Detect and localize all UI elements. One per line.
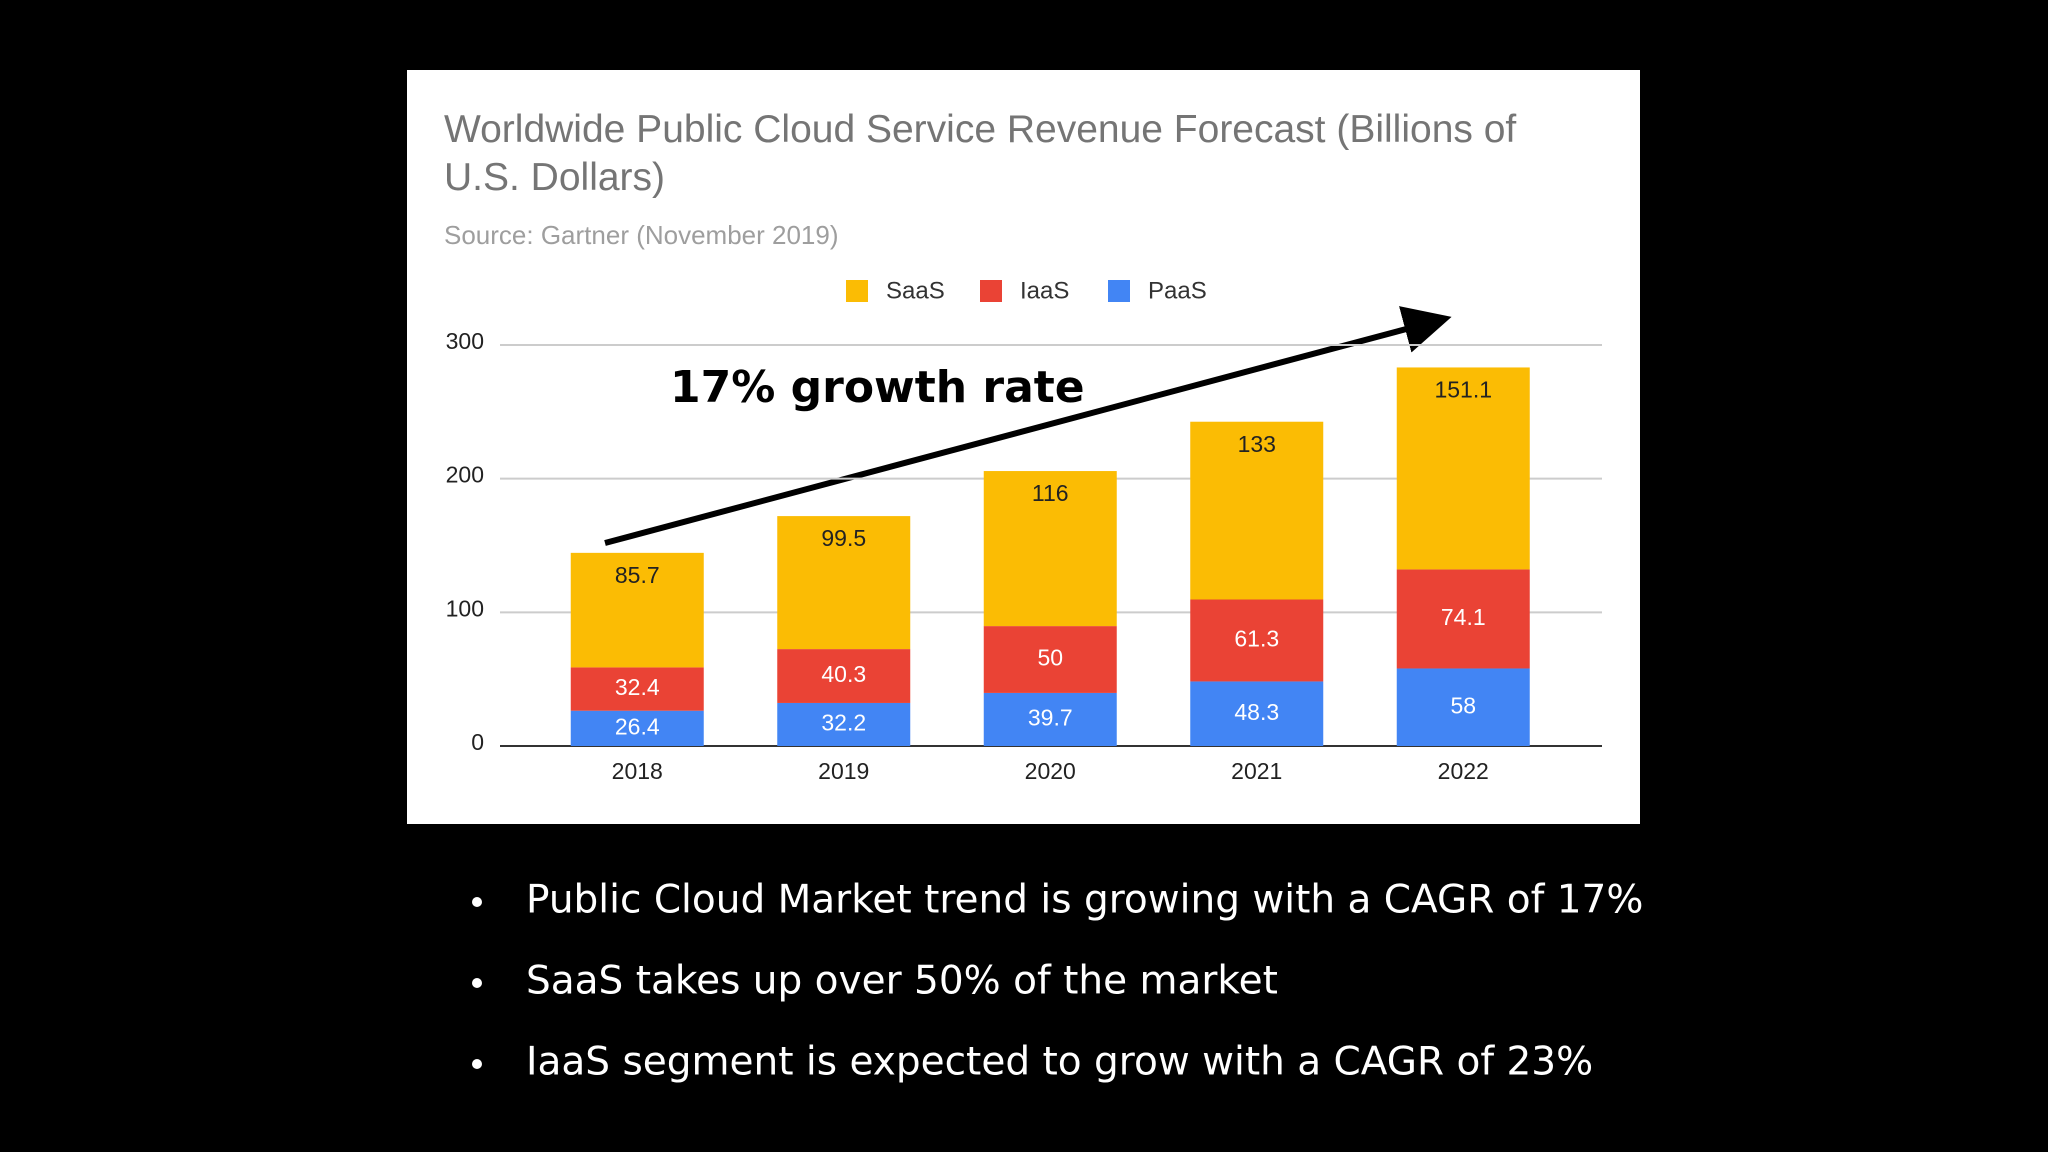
value-label: 133 <box>1238 431 1276 457</box>
value-label: 85.7 <box>615 562 660 588</box>
legend-label: PaaS <box>1148 277 1207 304</box>
bullet-dot <box>472 897 482 907</box>
value-label: 151.1 <box>1434 377 1492 403</box>
bar-segment <box>1190 599 1324 682</box>
value-label: 50 <box>1037 645 1063 671</box>
y-tick-label: 200 <box>446 462 484 488</box>
bullet-text: SaaS takes up over 50% of the market <box>526 959 1278 1004</box>
bullet-text: IaaS segment is expected to grow with a … <box>526 1040 1593 1085</box>
x-tick-label: 2020 <box>1025 758 1076 784</box>
legend-swatch <box>1108 280 1130 302</box>
bar-segment <box>1190 421 1324 600</box>
legend-swatch <box>980 280 1002 302</box>
bar-segment <box>570 710 704 746</box>
value-label: 99.5 <box>821 525 866 551</box>
value-label: 40.3 <box>821 661 866 687</box>
bar-segment <box>983 471 1117 627</box>
bar-segment <box>777 702 911 746</box>
y-tick-label: 100 <box>446 595 484 621</box>
value-label: 61.3 <box>1234 626 1279 652</box>
x-tick-label: 2022 <box>1438 758 1489 784</box>
legend-label: IaaS <box>1020 277 1069 304</box>
bar-segment <box>1190 681 1324 746</box>
value-label: 58 <box>1450 692 1476 718</box>
value-label: 74.1 <box>1441 604 1486 630</box>
chart-title: Worldwide Public Cloud Service Revenue F… <box>444 108 1516 199</box>
value-label: 32.4 <box>615 674 660 700</box>
annotation: 17% growth rate <box>670 362 1085 413</box>
bullet-dot <box>472 1059 482 1069</box>
bar-segment <box>1396 569 1530 669</box>
value-label: 26.4 <box>615 713 660 739</box>
y-tick-label: 300 <box>446 328 484 354</box>
legend-swatch <box>846 280 868 302</box>
bullet-text: Public Cloud Market trend is growing wit… <box>526 878 1643 923</box>
x-tick-label: 2021 <box>1231 758 1282 784</box>
chart-subtitle: Source: Gartner (November 2019) <box>444 220 839 250</box>
bar-segment <box>1396 367 1530 570</box>
bar-segment <box>777 516 911 650</box>
x-tick-label: 2019 <box>818 758 869 784</box>
bar-segment <box>777 649 911 703</box>
x-tick-label: 2018 <box>612 758 663 784</box>
bar-segment <box>570 667 704 711</box>
value-label: 116 <box>1032 480 1069 506</box>
bar-segment <box>983 692 1117 746</box>
bar-segment <box>1396 668 1530 746</box>
bullet-dot <box>472 978 482 988</box>
bar-segment <box>570 552 704 668</box>
value-label: 39.7 <box>1028 705 1073 731</box>
y-tick-label: 0 <box>471 729 484 755</box>
value-label: 32.2 <box>821 710 866 736</box>
growth-arrow <box>604 306 1452 546</box>
bar-segment <box>983 626 1117 693</box>
value-label: 48.3 <box>1234 699 1279 725</box>
legend-label: SaaS <box>886 277 945 304</box>
